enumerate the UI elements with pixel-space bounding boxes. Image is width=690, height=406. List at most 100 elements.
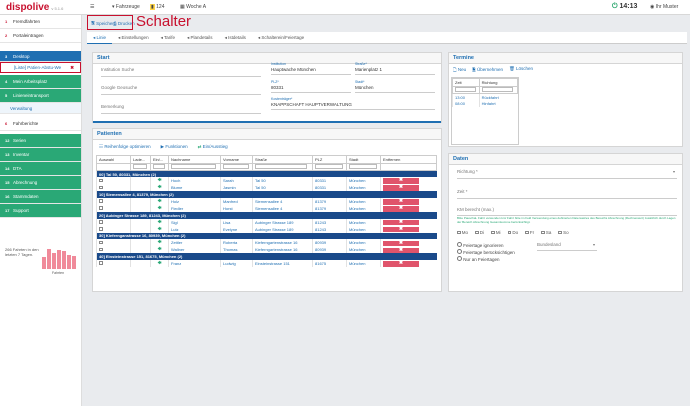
user-menu[interactable]: ◉ Ihr Muster (650, 4, 679, 10)
sidebar-item-workspace[interactable]: 4 Mein Arbeitsplatz (0, 75, 81, 89)
table-row[interactable]: 🡄 Sigl Lisa Aubinger Strasse 189 81243 Münche… (96, 218, 437, 226)
tab-plandetails[interactable]: ◂ Plandetails (187, 35, 213, 40)
time-field[interactable]: Zeit * (457, 189, 468, 194)
select-checkbox[interactable] (99, 240, 103, 245)
arrow-left-icon[interactable]: 🡄 (150, 225, 169, 233)
table-row[interactable]: 🡄 Wallner Thomas Kieferngartenstrasse 16 809… (96, 246, 437, 254)
group-row[interactable]: 30] Kiefernganstrasse 16, 80939, München… (96, 232, 437, 240)
weekday-checkbox[interactable]: Mo (457, 230, 468, 235)
arrow-left-icon[interactable]: 🡄 (150, 184, 169, 192)
sidebar-item-fremdfahrten[interactable]: 1 Fremdfahrten (0, 15, 81, 29)
arrow-left-icon[interactable]: 🡄 (150, 218, 169, 226)
delete-row-icon[interactable]: ✖ (383, 185, 419, 191)
region-select[interactable]: Bundesland (537, 242, 561, 247)
remark-field[interactable]: Bemerkung (101, 104, 125, 109)
col-zeit[interactable]: Zeit (452, 78, 480, 87)
group-row[interactable]: 00] Tal 50, 80331, München (2) (96, 170, 437, 178)
chevron-down-icon[interactable]: ▾ (673, 169, 676, 174)
sidebar-item-support[interactable]: 17 Support (0, 204, 81, 218)
week-indicator[interactable]: ▦ Woche A (180, 4, 207, 10)
select-checkbox[interactable] (99, 178, 103, 183)
delete-row-icon[interactable]: ✖ (383, 199, 419, 205)
sidebar-item-inventar[interactable]: 13 Inventar (0, 148, 81, 162)
tab-schalter-feiertage[interactable]: ◂ Schalterein/Feiertage (257, 35, 305, 40)
group-row[interactable]: 20] Aubinger Strasse 189, 81243, München… (96, 211, 437, 219)
sidebar-item-open-list[interactable]: [Liste] Patien-Abstu-We ✖ (0, 62, 81, 73)
hamburger-icon[interactable]: ☰ (90, 4, 95, 10)
select-checkbox[interactable] (99, 261, 103, 265)
weekday-checkbox[interactable]: Sa (541, 230, 551, 235)
radio-consider-holidays[interactable]: Feiertage berücksichtigen (457, 249, 515, 256)
take-button[interactable]: 🗎 Übernehmen (472, 67, 504, 72)
tab-linie[interactable]: ◂ Linie (87, 32, 113, 44)
badge-counter[interactable]: ▮ 124 (150, 4, 165, 10)
table-row[interactable]: 🡄 Lutz Evelyne Aubinger Strasse 189 81243 Mün… (96, 225, 437, 233)
radio-only-holidays[interactable]: Nur an Feiertagen (457, 256, 515, 263)
delete-row-icon[interactable]: ✖ (383, 240, 419, 246)
table-row[interactable]: 🡄 Franz Ludwig Einsteinstrasse 151 81675 Münc… (96, 259, 437, 267)
save-button[interactable]: 🖫 Speichern (91, 20, 117, 26)
radio-ignore-holidays[interactable]: Feiertage ignorieren (457, 242, 515, 249)
new-button[interactable]: 🗋 Neu (453, 67, 467, 72)
col-lade[interactable]: Lade... (130, 155, 151, 164)
app-logo[interactable]: dispolive v 5.1.6 (6, 2, 64, 13)
weekday-checkbox[interactable]: Mi (491, 230, 501, 235)
weekday-checkbox[interactable]: So (558, 230, 569, 235)
arrow-left-icon[interactable]: 🡄 (150, 259, 169, 267)
tab-istdetails[interactable]: ◂ Istdetails (224, 35, 246, 40)
arrow-left-icon[interactable]: 🡄 (150, 204, 169, 212)
select-checkbox[interactable] (99, 220, 103, 224)
col-vorname[interactable]: Vorname (220, 155, 253, 164)
delete-row-icon[interactable]: ✖ (383, 219, 419, 226)
einaus-button[interactable]: ⇄ Ein/Ausstieg (197, 144, 228, 149)
select-checkbox[interactable] (99, 227, 103, 231)
table-row[interactable]: 🡄 Zettler Roberta Kieferngartenstrasse 16 80… (96, 239, 437, 247)
sidebar-item-dta[interactable]: 14 DTA (0, 162, 81, 176)
weekday-checkbox[interactable]: Di (475, 230, 484, 235)
chevron-down-icon[interactable]: ▾ (593, 242, 596, 247)
vehicles-menu[interactable]: ▾ Fahrzeuge (112, 4, 140, 10)
group-row[interactable]: 40] Einsteinstrasse 151, 81675, München … (96, 253, 437, 260)
select-checkbox[interactable] (99, 185, 103, 190)
sidebar-item-abrechnung[interactable]: 15 Abrechnung (0, 176, 81, 190)
km-field[interactable]: KM berecht (max.) (457, 207, 495, 212)
col-strasse[interactable]: Straße (252, 155, 313, 164)
weekday-checkbox[interactable]: Do (507, 230, 518, 235)
sidebar-item-verwaltung[interactable]: Verwaltung (0, 103, 81, 114)
direction-select[interactable]: Richtung * (457, 169, 478, 174)
sidebar-item-serien[interactable]: 12 Serien (0, 134, 81, 148)
optimize-order-button[interactable]: ☷ Reihenfolge optimieren (99, 144, 151, 149)
table-row[interactable]: 🡄 Hoch Sarah Tal 50 80331 München ✖ (96, 177, 437, 185)
functions-button[interactable]: ▶ Funktionen (160, 144, 188, 149)
col-entfernen[interactable]: Entfernen (380, 155, 437, 164)
table-row[interactable]: 🡄 Holz Manfred Siemensallee 4 81379 München ✖ (96, 197, 437, 205)
table-row[interactable]: 08:00 Hinfahrt (452, 100, 518, 107)
city-value[interactable]: München (355, 85, 374, 90)
print-button[interactable]: ⎙ Drucken (113, 20, 135, 26)
col-auswahl[interactable]: Auswahl (96, 155, 131, 164)
google-geosearch-field[interactable]: Google Geosuche (101, 85, 138, 90)
delete-row-icon[interactable]: ✖ (383, 247, 419, 253)
delete-row-icon[interactable]: ✖ (383, 206, 419, 212)
col-nachname[interactable]: Nachname (168, 155, 221, 164)
institution-search-field[interactable]: Institution Suche (101, 67, 135, 72)
sidebar-item-stammdaten[interactable]: 16 Stammdaten (0, 190, 81, 204)
col-richtung[interactable]: Richtung (478, 78, 519, 87)
select-checkbox[interactable] (99, 199, 103, 203)
tab-tarife[interactable]: ◂ Tarife (160, 35, 176, 40)
col-plz[interactable]: PLZ (312, 155, 347, 164)
group-row[interactable]: 10] Siemensallee 4, 81379, München (2) (96, 191, 437, 198)
tab-einstellungen[interactable]: ◂ Einstellungen (118, 35, 149, 40)
arrow-left-icon[interactable]: 🡄 (150, 197, 169, 205)
delete-row-icon[interactable]: ✖ (383, 178, 419, 184)
select-checkbox[interactable] (99, 206, 103, 210)
street-value[interactable]: Marienplatz 1 (355, 67, 383, 72)
select-checkbox[interactable] (99, 247, 103, 252)
arrow-left-icon[interactable]: 🡄 (150, 239, 169, 247)
table-row[interactable]: 🡄 Blume Jasmin Tal 50 80331 München ✖ (96, 184, 437, 192)
arrow-left-icon[interactable]: 🡄 (150, 177, 169, 185)
delete-row-icon[interactable]: ✖ (383, 226, 419, 233)
sidebar-item-desktop[interactable]: 3 Desktop (0, 51, 81, 62)
plz-value[interactable]: 80331 (271, 85, 284, 90)
sidebar-item-portal[interactable]: 2 Portaleintragen (0, 29, 81, 43)
